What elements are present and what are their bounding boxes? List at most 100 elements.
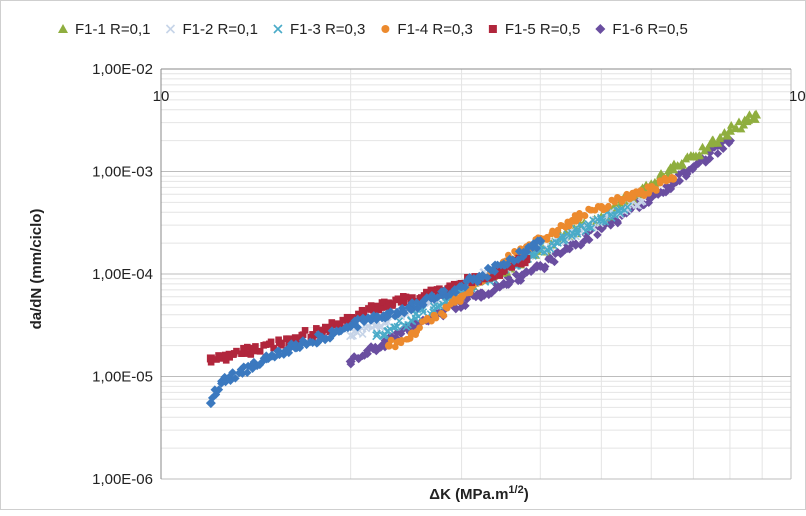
data-point — [675, 176, 684, 186]
data-point — [528, 243, 537, 253]
legend-item: F1-5 R=0,5 — [488, 21, 580, 38]
data-point — [313, 338, 323, 347]
data-point — [325, 334, 335, 343]
data-point — [478, 270, 487, 280]
data-point — [422, 293, 432, 302]
data-point — [358, 313, 368, 323]
data-point — [451, 288, 461, 297]
data-point — [407, 298, 417, 307]
data-point — [249, 357, 259, 367]
legend-item: F1-2 R=0,1 — [165, 21, 258, 38]
data-point — [367, 302, 375, 309]
data-point — [477, 288, 487, 298]
data-point — [461, 301, 470, 311]
x-tick-label: 10 — [153, 88, 170, 105]
data-point — [270, 344, 277, 352]
data-point — [353, 322, 362, 332]
data-point — [383, 312, 393, 321]
data-point — [380, 336, 390, 345]
data-point — [724, 138, 734, 148]
data-point — [576, 210, 583, 217]
data-point — [214, 385, 224, 394]
data-point — [630, 193, 637, 201]
data-point — [239, 362, 249, 372]
data-point — [560, 235, 569, 244]
data-point — [637, 198, 645, 206]
data-point — [644, 198, 654, 208]
data-point — [554, 239, 562, 247]
data-point — [531, 250, 540, 259]
data-point — [240, 344, 247, 352]
data-point — [593, 215, 602, 224]
data-point — [662, 181, 671, 191]
legend-marker — [165, 24, 176, 34]
data-point — [620, 206, 629, 214]
data-point — [313, 325, 320, 332]
data-point — [461, 293, 471, 303]
data-point — [256, 347, 264, 355]
data-point — [496, 272, 504, 279]
data-point — [640, 190, 647, 198]
data-point — [715, 132, 725, 141]
data-point — [433, 302, 442, 311]
data-point — [299, 331, 307, 338]
data-point — [339, 316, 347, 324]
data-point — [379, 311, 388, 320]
x-axis-title-close: ) — [524, 486, 529, 503]
legend-item: F1-3 R=0,3 — [273, 21, 365, 38]
data-point — [429, 287, 437, 294]
legend-label: F1-2 R=0,1 — [182, 21, 257, 38]
data-point — [393, 322, 402, 331]
data-point — [682, 169, 692, 179]
data-point — [461, 280, 468, 287]
data-point — [366, 342, 376, 351]
data-point — [391, 323, 399, 332]
data-point — [207, 358, 215, 366]
data-point — [243, 361, 253, 371]
data-point — [573, 228, 582, 237]
y-tick-label: 1,00E-05 — [92, 369, 153, 386]
data-point — [601, 217, 610, 226]
data-point — [623, 190, 631, 198]
data-point — [372, 315, 381, 325]
data-point — [543, 233, 551, 241]
data-point — [540, 262, 550, 271]
data-point — [565, 220, 572, 228]
data-point — [373, 329, 381, 338]
data-point — [298, 336, 308, 345]
data-point — [451, 304, 461, 314]
legend-item: F1-1 R=0,1 — [58, 21, 150, 38]
data-point — [372, 302, 381, 311]
legend-item: F1-4 R=0,3 — [381, 21, 473, 38]
legend-marker — [595, 24, 606, 34]
tick-labels: 1,00E-02 1,00E-03 1,00E-04 1,00E-05 1,00E-06… — [92, 61, 806, 488]
series-unlabeled — [205, 235, 546, 409]
data-point — [522, 267, 531, 276]
data-point — [440, 312, 448, 319]
data-point — [571, 241, 580, 250]
data-point — [532, 243, 542, 253]
data-point — [248, 364, 257, 373]
data-point — [419, 296, 428, 306]
data-point — [678, 160, 688, 169]
data-point — [296, 340, 306, 349]
data-point — [499, 268, 507, 275]
y-tick-label: 1,00E-04 — [92, 266, 153, 283]
data-point — [688, 165, 697, 174]
data-point — [390, 311, 400, 321]
data-point — [506, 277, 516, 286]
data-point — [317, 326, 326, 335]
data-point — [473, 277, 482, 287]
data-point — [389, 302, 396, 309]
y-tick-label: 1,00E-03 — [92, 164, 153, 181]
data-point — [645, 190, 653, 197]
data-point — [554, 226, 562, 234]
data-point — [262, 341, 270, 348]
data-point — [508, 264, 516, 271]
data-point — [581, 212, 588, 219]
data-point — [386, 325, 394, 334]
data-point — [573, 230, 582, 238]
legend-label: F1-5 R=0,5 — [505, 21, 580, 38]
data-point — [620, 195, 628, 203]
